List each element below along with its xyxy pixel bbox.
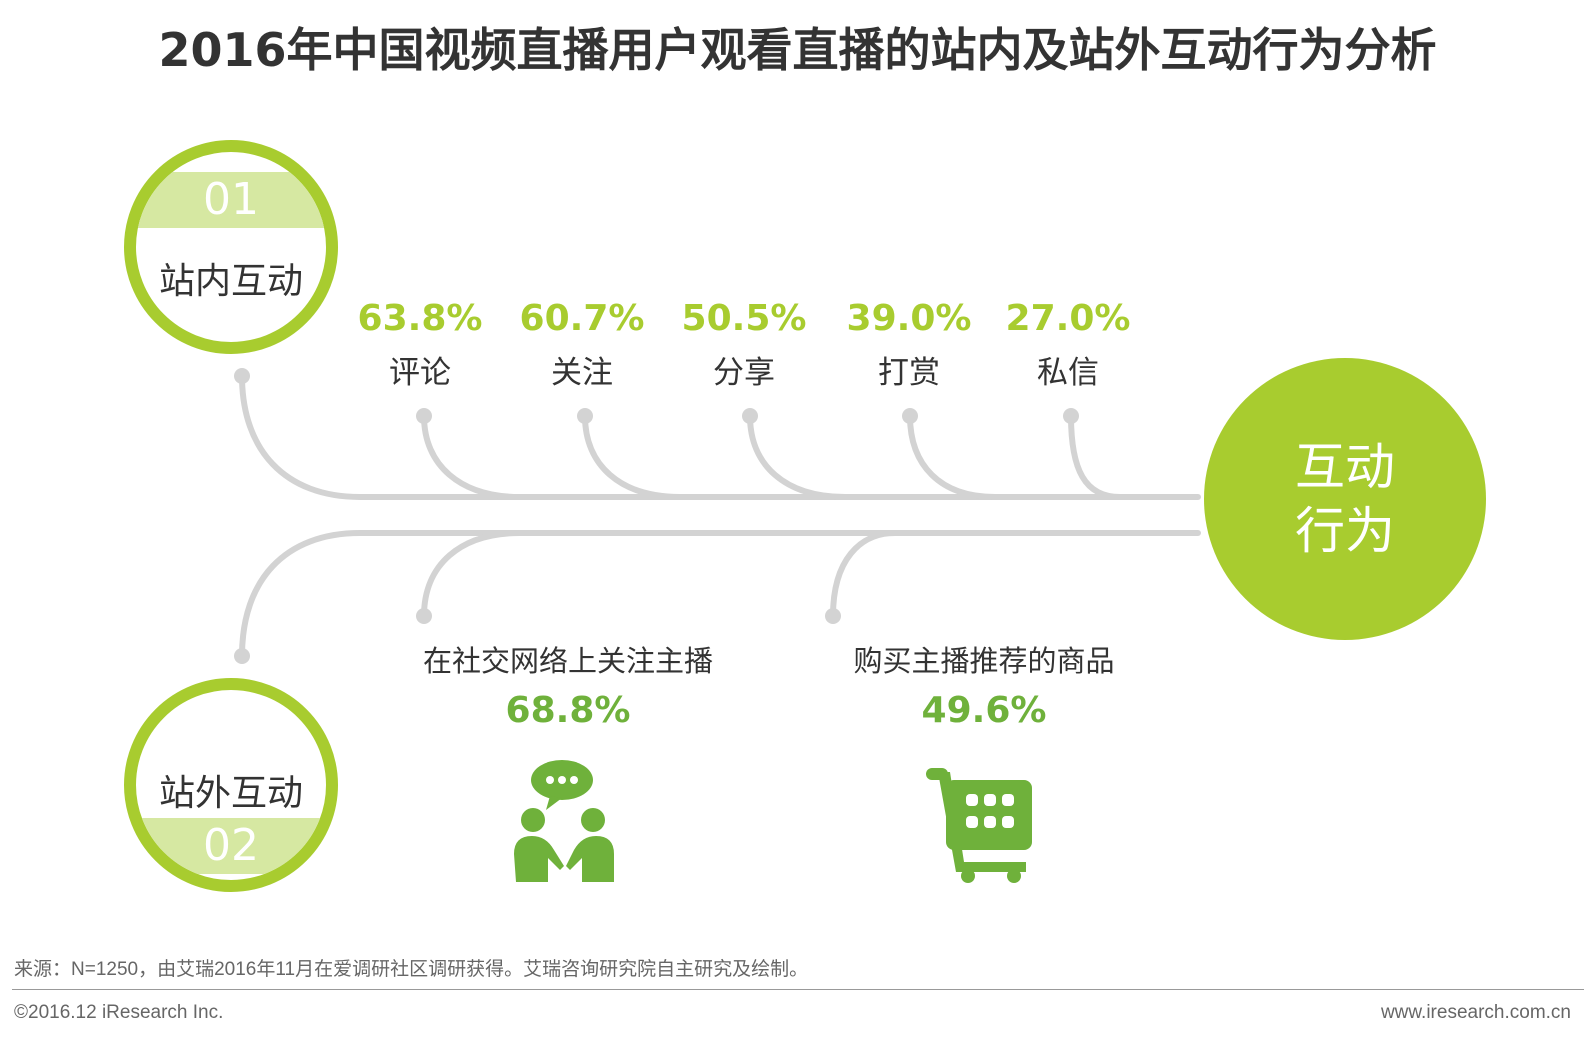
item-label: 私信: [1037, 355, 1099, 391]
node-dot: [234, 648, 250, 664]
branch-line-social: [421, 530, 523, 619]
offsite-trunk-line: [239, 530, 1201, 659]
branch-line-share: [747, 413, 848, 500]
copyright: ©2016.12 iResearch Inc.: [14, 1002, 224, 1023]
node-dot: [1063, 408, 1079, 424]
item-percent: 50.5%: [681, 298, 807, 339]
onsite-interaction-badge: 01 站内互动: [124, 140, 338, 354]
offsite-label: 站外互动: [158, 773, 303, 814]
item-percent: 27.0%: [1005, 298, 1131, 339]
interaction-hub: 互动 行为: [1204, 358, 1486, 640]
node-dot: [234, 368, 250, 384]
node-dot: [416, 608, 432, 624]
item-label: 购买主播推荐的商品: [853, 644, 1115, 678]
item-percent: 39.0%: [846, 298, 972, 339]
onsite-trunk-line: [239, 373, 1201, 500]
onsite-label: 站内互动: [158, 261, 303, 302]
item-label: 在社交网络上关注主播: [422, 644, 713, 678]
source-note: 来源：N=1250，由艾瑞2016年11月在爱调研社区调研获得。艾瑞咨询研究院自…: [14, 959, 809, 980]
node-dot: [742, 408, 758, 424]
branch-line-purchase: [830, 530, 898, 619]
branch-line-tip: [907, 413, 998, 500]
node-dot: [416, 408, 432, 424]
onsite-item-tip: 39.0% 打赏: [839, 298, 979, 392]
item-percent: 60.7%: [519, 298, 645, 339]
node-dot: [902, 408, 918, 424]
item-label: 评论: [389, 355, 451, 391]
item-label: 关注: [551, 355, 613, 391]
onsite-item-message: 27.0% 私信: [998, 298, 1138, 392]
onsite-number: 01: [136, 172, 326, 228]
footer-divider: [12, 989, 1584, 990]
item-label: 分享: [713, 355, 775, 391]
website-link[interactable]: www.iresearch.com.cn: [1380, 1002, 1571, 1023]
item-percent: 68.8%: [505, 690, 631, 731]
onsite-item-share: 50.5% 分享: [674, 298, 814, 392]
hub-line-1: 互动: [1295, 438, 1395, 496]
item-label: 打赏: [878, 355, 940, 391]
item-percent: 49.6%: [921, 690, 1047, 731]
node-dot: [577, 408, 593, 424]
people-chat-icon: [510, 758, 620, 888]
onsite-item-follow: 60.7% 关注: [512, 298, 652, 392]
node-dot: [825, 608, 841, 624]
page-title: 2016年中国视频直播用户观看直播的站内及站外互动行为分析: [158, 23, 1437, 77]
onsite-item-comment: 63.8% 评论: [350, 298, 490, 392]
offsite-interaction-badge: 站外互动 02: [124, 678, 338, 892]
item-percent: 63.8%: [357, 298, 483, 339]
branch-line-follow: [582, 413, 683, 500]
offsite-item-social-follow: 在社交网络上关注主播 68.8%: [388, 638, 748, 731]
branch-line-message: [1068, 413, 1123, 500]
offsite-number: 02: [136, 818, 326, 874]
shopping-cart-icon: [926, 766, 1038, 888]
offsite-item-purchase: 购买主播推荐的商品 49.6%: [804, 638, 1164, 731]
branch-line-comment: [421, 413, 523, 500]
hub-line-2: 行为: [1295, 502, 1395, 560]
